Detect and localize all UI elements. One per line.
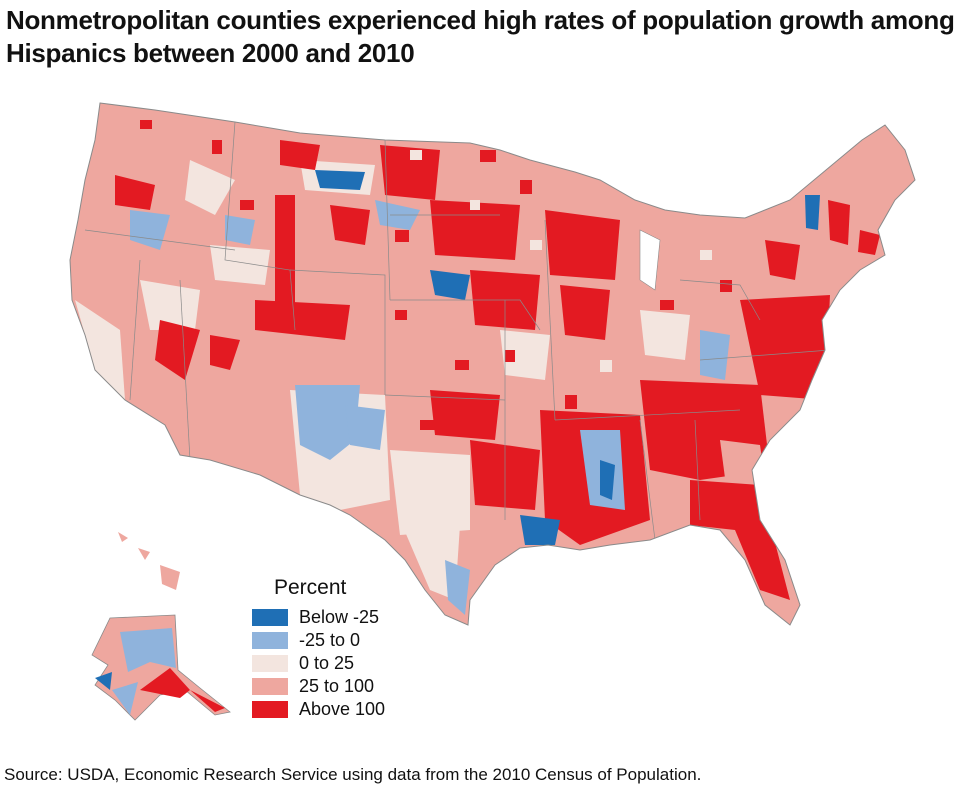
legend-item-above-100: Above 100 [252,698,385,721]
legend-label: 0 to 25 [299,653,355,673]
legend-label: -25 to 0 [299,630,361,650]
legend-title: Percent [274,576,347,599]
legend-swatch [252,655,288,672]
legend: Percent Below -25 -25 to 0 0 to 25 25 to… [252,576,385,721]
contiguous-us [70,103,915,625]
region-southeast [520,240,830,600]
state-borders [84,121,831,541]
legend-item-0-to-25: 0 to 25 [252,652,385,675]
legend-swatch [252,609,288,626]
county-specks [140,120,732,548]
legend-label: 25 to 100 [299,676,375,696]
region-northeast [639,195,880,291]
source-note: Source: USDA, Economic Research Service … [4,765,702,784]
legend-item-25-to-100: 25 to 100 [252,675,385,698]
legend-item-below-25: Below -25 [252,606,385,629]
us-outline [69,102,916,626]
region-southwest [75,280,470,615]
alaska-inset [91,614,231,721]
region-midwest [430,200,730,510]
legend-label: Above 100 [299,699,386,719]
hawaii-inset [118,532,180,590]
legend-item-minus25-to-0: -25 to 0 [252,629,385,652]
legend-swatch [252,632,288,649]
map-title: Nonmetropolitan counties experienced hig… [6,5,955,68]
legend-swatch [252,701,288,718]
legend-swatch [252,678,288,695]
legend-label: Below -25 [299,607,380,627]
